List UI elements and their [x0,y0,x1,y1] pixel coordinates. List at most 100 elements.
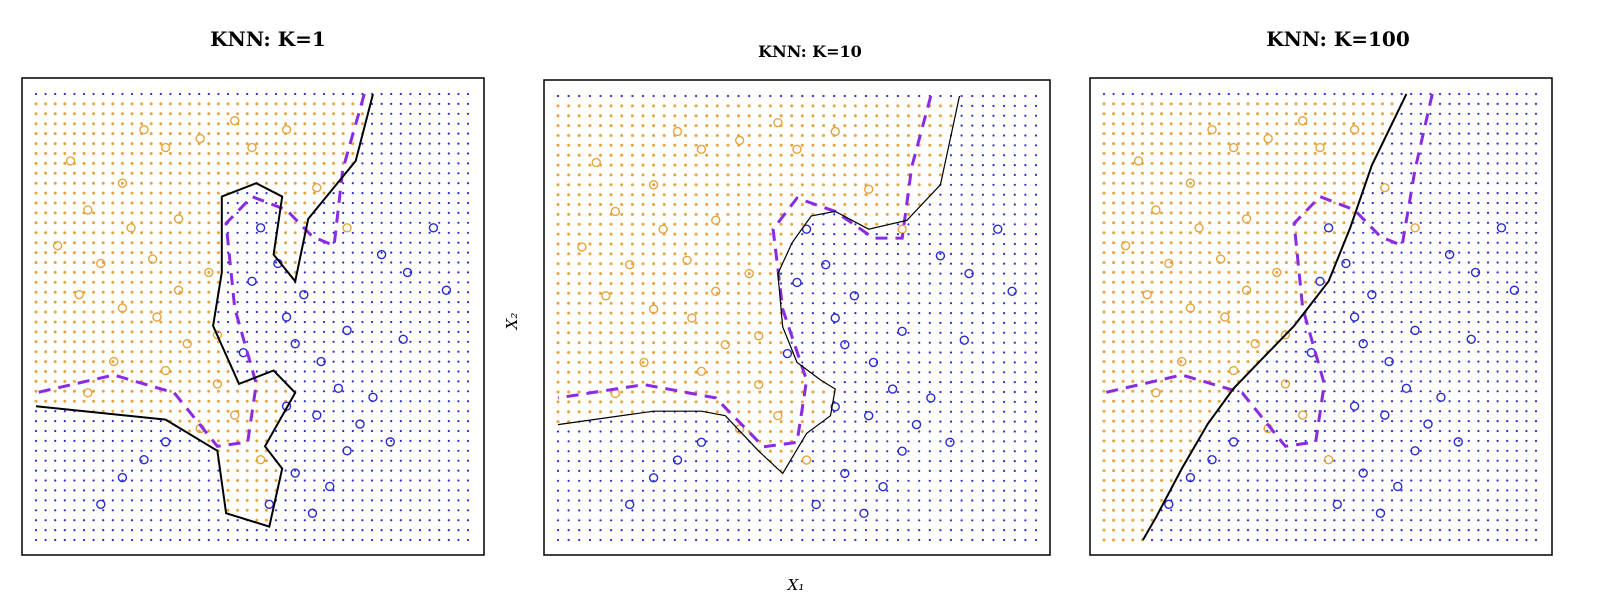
grid-dot [428,152,431,155]
grid-dot [82,231,86,235]
grid-dot [822,361,825,364]
grid-dot [630,193,634,197]
grid-dot [92,251,96,255]
grid-dot [641,351,645,354]
grid-dot [1496,509,1499,512]
grid-dot [380,102,383,105]
grid-dot [1227,420,1230,423]
grid-dot [641,262,645,266]
grid-dot [918,450,921,453]
grid-dot [577,360,581,364]
grid-dot [949,410,953,413]
grid-dot [630,183,634,187]
grid-dot [207,519,210,522]
grid-dot [641,212,645,216]
grid-dot [438,142,441,145]
grid-dot [447,509,450,512]
grid-dot [390,112,393,115]
grid-dot [1438,449,1442,452]
grid-dot [44,499,47,502]
grid-dot [694,321,698,325]
grid-dot [121,459,124,462]
grid-dot [811,351,815,354]
grid-dot [577,301,581,305]
grid-dot [1390,499,1394,502]
grid-dot [370,162,374,165]
grid-dot [82,449,86,452]
grid-dot [332,469,335,472]
grid-dot [447,261,450,264]
grid-dot [1198,509,1202,512]
point-orange [639,357,649,368]
grid-dot [466,330,470,333]
grid-dot [971,321,974,324]
grid-dot [854,529,857,532]
grid-dot [907,341,910,344]
grid-dot [140,171,144,175]
grid-dot [1237,509,1240,512]
grid-dot [313,538,316,542]
grid-dot [255,92,258,96]
grid-dot [178,340,182,344]
grid-dot [82,330,86,334]
grid-dot [630,153,634,157]
grid-dot [1486,439,1490,442]
grid-dot [673,282,677,285]
grid-dot [466,112,470,115]
grid-dot [705,282,709,285]
grid-dot [207,201,211,205]
grid-dot [159,399,163,403]
point-blue [325,481,335,492]
grid-dot [960,203,963,206]
grid-dot [588,193,592,197]
grid-dot [1486,529,1490,532]
grid-dot [197,191,201,195]
grid-dot [246,211,249,214]
grid-dot [82,310,86,314]
grid-dot [150,469,153,472]
grid-dot [630,291,634,295]
grid-dot [197,350,201,354]
grid-dot [684,529,687,532]
grid-dot [399,231,402,234]
grid-dot [1486,469,1490,472]
grid-dot [673,529,676,532]
grid-dot [1131,518,1135,522]
grid-dot [1208,509,1211,512]
grid-dot [779,143,783,147]
grid-dot [428,489,431,492]
grid-dot [694,153,698,157]
grid-dot [293,181,297,185]
grid-dot [1150,498,1154,502]
grid-dot [1160,469,1164,473]
grid-dot [1218,439,1221,442]
grid-dot [992,302,995,305]
grid-dot [1458,519,1461,522]
grid-dot [332,499,335,502]
grid-dot [652,321,656,325]
grid-dot [705,360,709,364]
grid-dot [447,112,450,115]
grid-dot [556,450,560,453]
grid-dot [351,469,354,472]
grid-dot [737,282,741,285]
grid-dot [1275,538,1278,542]
grid-dot [457,509,460,512]
grid-dot [833,272,836,275]
grid-dot [907,282,910,285]
grid-dot [577,282,581,285]
grid-dot [981,193,985,196]
grid-dot [361,489,364,492]
grid-dot [130,449,134,452]
grid-dot [610,440,613,443]
grid-dot [896,361,900,364]
grid-dot [992,104,995,107]
grid-dot [1371,449,1374,452]
grid-dot [556,321,560,325]
grid-dot [811,124,815,128]
grid-dot [1381,439,1384,442]
grid-dot [716,489,719,492]
grid-dot [399,142,402,145]
grid-dot [140,340,144,344]
grid-dot [188,459,191,462]
